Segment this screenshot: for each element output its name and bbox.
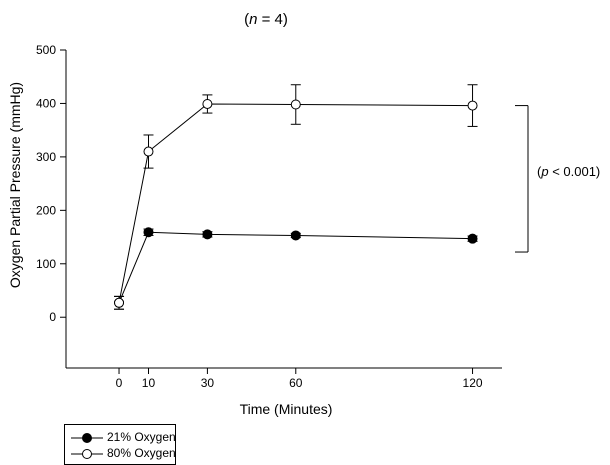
x-tick-label: 60 [289,376,303,390]
data-point [202,229,213,240]
legend-label: 21% Oxygen [107,430,176,444]
data-point [467,100,478,111]
y-tick-label: 200 [36,203,56,217]
y-tick-label: 500 [36,43,56,57]
series-line [118,231,473,303]
data-point [143,227,154,238]
data-point [143,146,154,157]
y-tick-label: 400 [36,96,56,110]
series-layer [114,84,478,310]
y-axis: 0 100 200 300 400 500 [36,43,67,368]
significance-label: (p < 0.001) [537,164,600,179]
series-80-oxygen [114,84,478,310]
data-point [202,98,213,109]
series-21-oxygen [114,227,478,310]
y-tick-label: 300 [36,150,56,164]
x-tick-label: 0 [116,376,123,390]
y-tick-label: 100 [36,257,56,271]
data-point [290,230,301,241]
legend-item-80-oxygen: 80% Oxygen [65,446,176,461]
y-axis-title: Oxygen Partial Pressure (mmHg) [7,82,23,288]
legend-item-21-oxygen: 21% Oxygen [65,430,176,445]
data-point [290,99,301,110]
legend-label: 80% Oxygen [107,446,176,460]
series-line [118,103,473,303]
x-axis-title: Time (Minutes) [240,401,333,417]
y-tick-label: 0 [49,310,56,324]
x-tick-label: 10 [142,376,156,390]
x-axis: 0 10 30 60 120 [66,367,502,390]
chart-title: (n = 4) [244,11,288,28]
legend-marker-filled-circle-icon [71,433,103,443]
x-tick-label: 120 [463,376,483,390]
x-tick-label: 30 [201,376,215,390]
data-point [467,233,478,244]
significance-bracket [515,105,529,253]
legend-marker-open-circle-icon [71,449,103,459]
data-point [114,297,125,308]
legend: 21% Oxygen 80% Oxygen [64,424,176,465]
